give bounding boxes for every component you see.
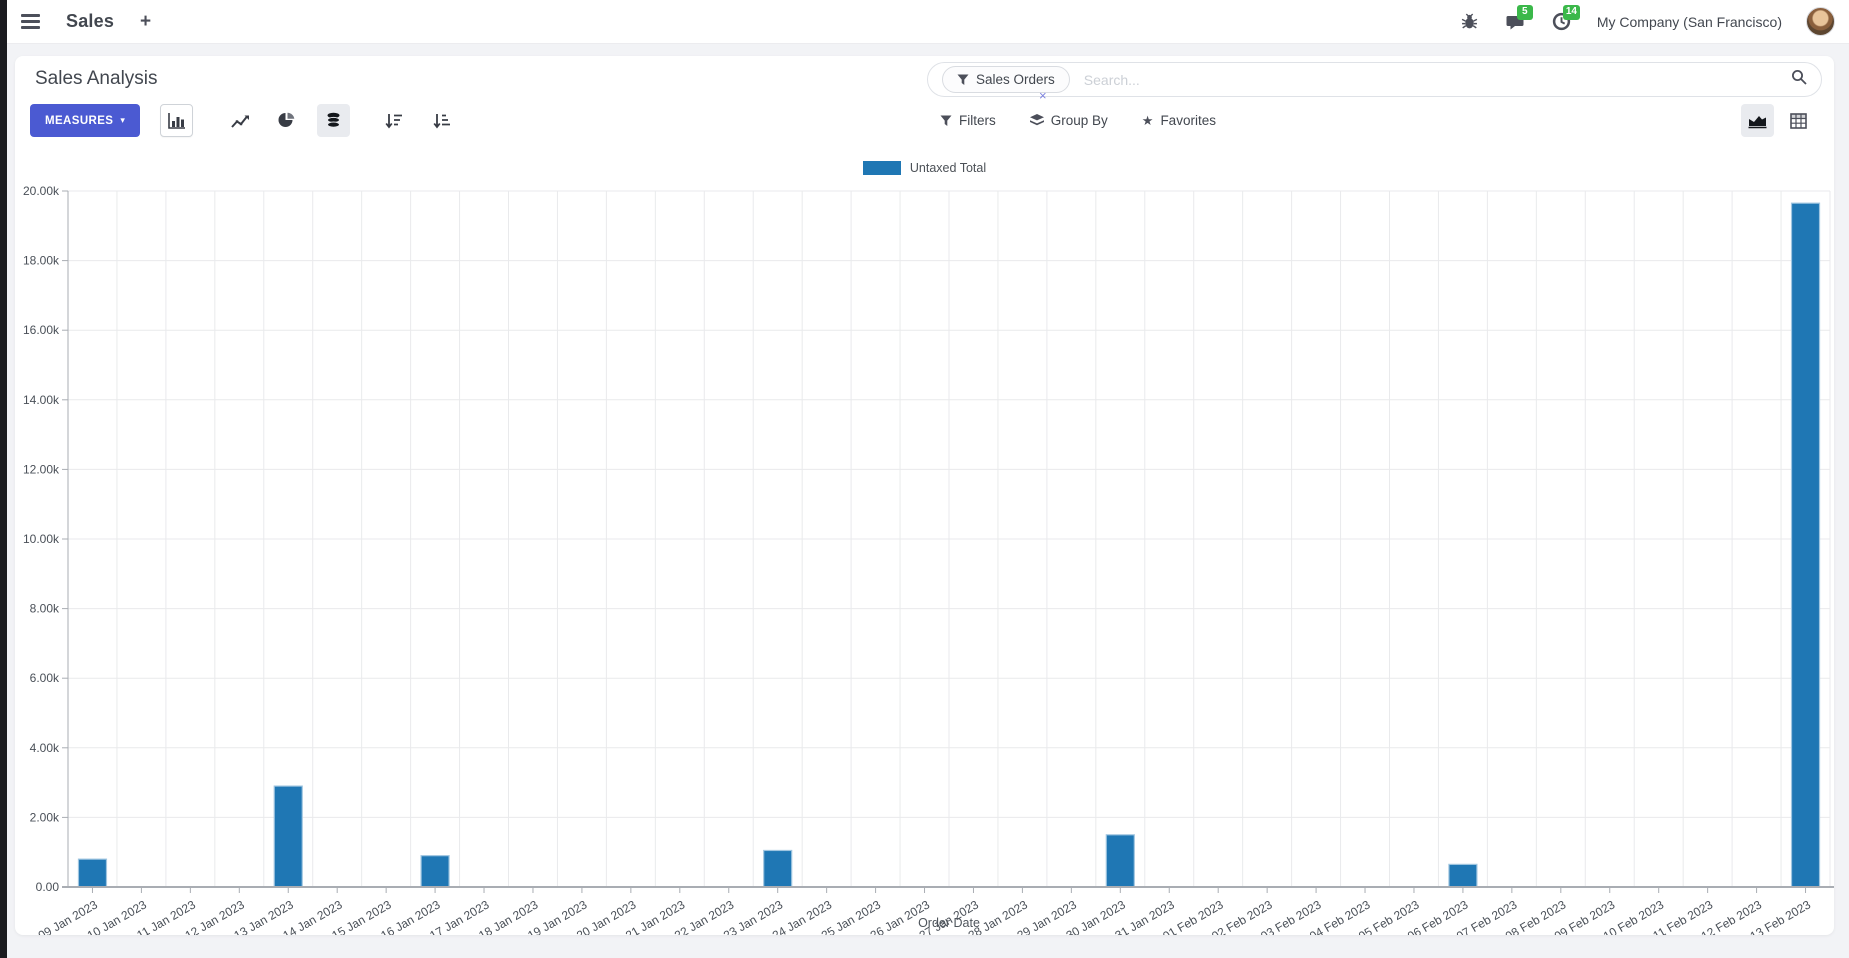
filter-funnel-icon (957, 74, 969, 85)
bar-chart-icon (167, 112, 185, 129)
bar-chart: 0.00 2.00k 4.00k 6.00k 8.00k 10.00k 12.00k 14.0… (23, 184, 1834, 943)
search-icon[interactable] (1791, 69, 1807, 90)
pivot-table-icon (1790, 112, 1807, 129)
view-switcher (1741, 104, 1815, 137)
bar-chart-button[interactable] (160, 104, 193, 137)
bar[interactable] (763, 849, 793, 888)
page-title: Sales Analysis (35, 68, 158, 89)
y-tick-label: 8.00k (30, 602, 60, 616)
caret-down-icon: ▾ (120, 115, 126, 125)
layers-icon (1029, 114, 1044, 126)
y-tick-label: 20.00k (23, 185, 60, 198)
stacked-icon (327, 112, 340, 128)
line-chart-icon (231, 115, 249, 128)
group-by-menu[interactable]: Group By (1029, 113, 1108, 128)
sort-ascending-icon (432, 113, 450, 128)
control-panel-row: MEASURES ▾ (15, 104, 1834, 144)
pivot-view-button[interactable] (1782, 104, 1815, 137)
graph-view-button[interactable] (1741, 104, 1774, 137)
filters-menu[interactable]: Filters (940, 113, 996, 128)
pie-chart-button[interactable] (270, 104, 303, 137)
company-switcher[interactable]: My Company (San Francisco) (1596, 13, 1782, 30)
y-tick-label: 0.00 (36, 880, 60, 894)
sort-ascending-button[interactable] (425, 104, 458, 137)
bug-icon[interactable] (1459, 11, 1481, 33)
measures-button[interactable]: MEASURES ▾ (30, 104, 141, 137)
y-tick-label: 2.00k (30, 810, 60, 824)
legend-swatch (862, 160, 901, 175)
messages-icon[interactable]: 5 (1505, 4, 1533, 33)
bar[interactable] (420, 855, 450, 888)
stacked-toggle-button[interactable] (317, 104, 350, 137)
facet-label: Sales Orders (976, 72, 1055, 87)
y-tick-label: 12.00k (23, 462, 60, 476)
x-axis-title: Order Date (918, 916, 980, 930)
pie-chart-icon (278, 112, 295, 127)
filter-funnel-icon (940, 115, 952, 126)
content-card: Sales Analysis Sales Orders × Search... … (15, 56, 1834, 943)
y-tick-label: 18.00k (23, 254, 60, 268)
top-navbar: Sales + 5 14 My Company (San Francisco) (7, 0, 1849, 44)
messages-count-badge: 5 (1516, 4, 1533, 20)
legend-item[interactable]: Untaxed Total (15, 150, 1834, 185)
sort-descending-button[interactable] (377, 104, 410, 137)
star-icon: ★ (1141, 113, 1154, 128)
bar[interactable] (1790, 202, 1821, 888)
y-tick-label: 4.00k (30, 741, 60, 755)
legend-label: Untaxed Total (909, 160, 987, 175)
search-options: Filters Group By ★ Favorites (940, 104, 1216, 137)
new-tab-plus-icon[interactable]: + (140, 11, 152, 32)
activities-clock-icon[interactable]: 14 (1551, 4, 1580, 33)
y-tick-label: 10.00k (23, 532, 60, 546)
bar[interactable] (1448, 863, 1478, 888)
y-tick-label: 14.00k (23, 393, 60, 407)
apps-menu-icon[interactable] (21, 14, 40, 29)
activities-count-badge: 14 (1562, 4, 1580, 20)
page-background: Sales Analysis Sales Orders × Search... … (7, 44, 1849, 958)
line-chart-button[interactable] (224, 104, 257, 137)
facet-remove-icon[interactable]: × (1039, 88, 1047, 103)
sort-descending-icon (384, 113, 402, 128)
search-bar[interactable]: Sales Orders × Search... (927, 62, 1822, 103)
search-facet-sales-orders[interactable]: Sales Orders × (942, 66, 1070, 103)
bar[interactable] (1105, 834, 1135, 888)
screen-left-edge (0, 0, 7, 958)
y-tick-label: 6.00k (30, 671, 60, 685)
user-avatar[interactable] (1806, 7, 1835, 36)
app-title[interactable]: Sales (66, 11, 115, 31)
area-chart-icon (1748, 115, 1767, 128)
bar[interactable] (77, 858, 108, 888)
search-input[interactable]: Search... (1083, 71, 1140, 88)
bar[interactable] (273, 785, 303, 888)
favorites-menu[interactable]: ★ Favorites (1141, 113, 1216, 128)
y-tick-label: 16.00k (23, 323, 60, 337)
graph-view: Untaxed Total 0.00 2.00k 4.00k 6.00k 8.00k 10… (15, 150, 1834, 943)
